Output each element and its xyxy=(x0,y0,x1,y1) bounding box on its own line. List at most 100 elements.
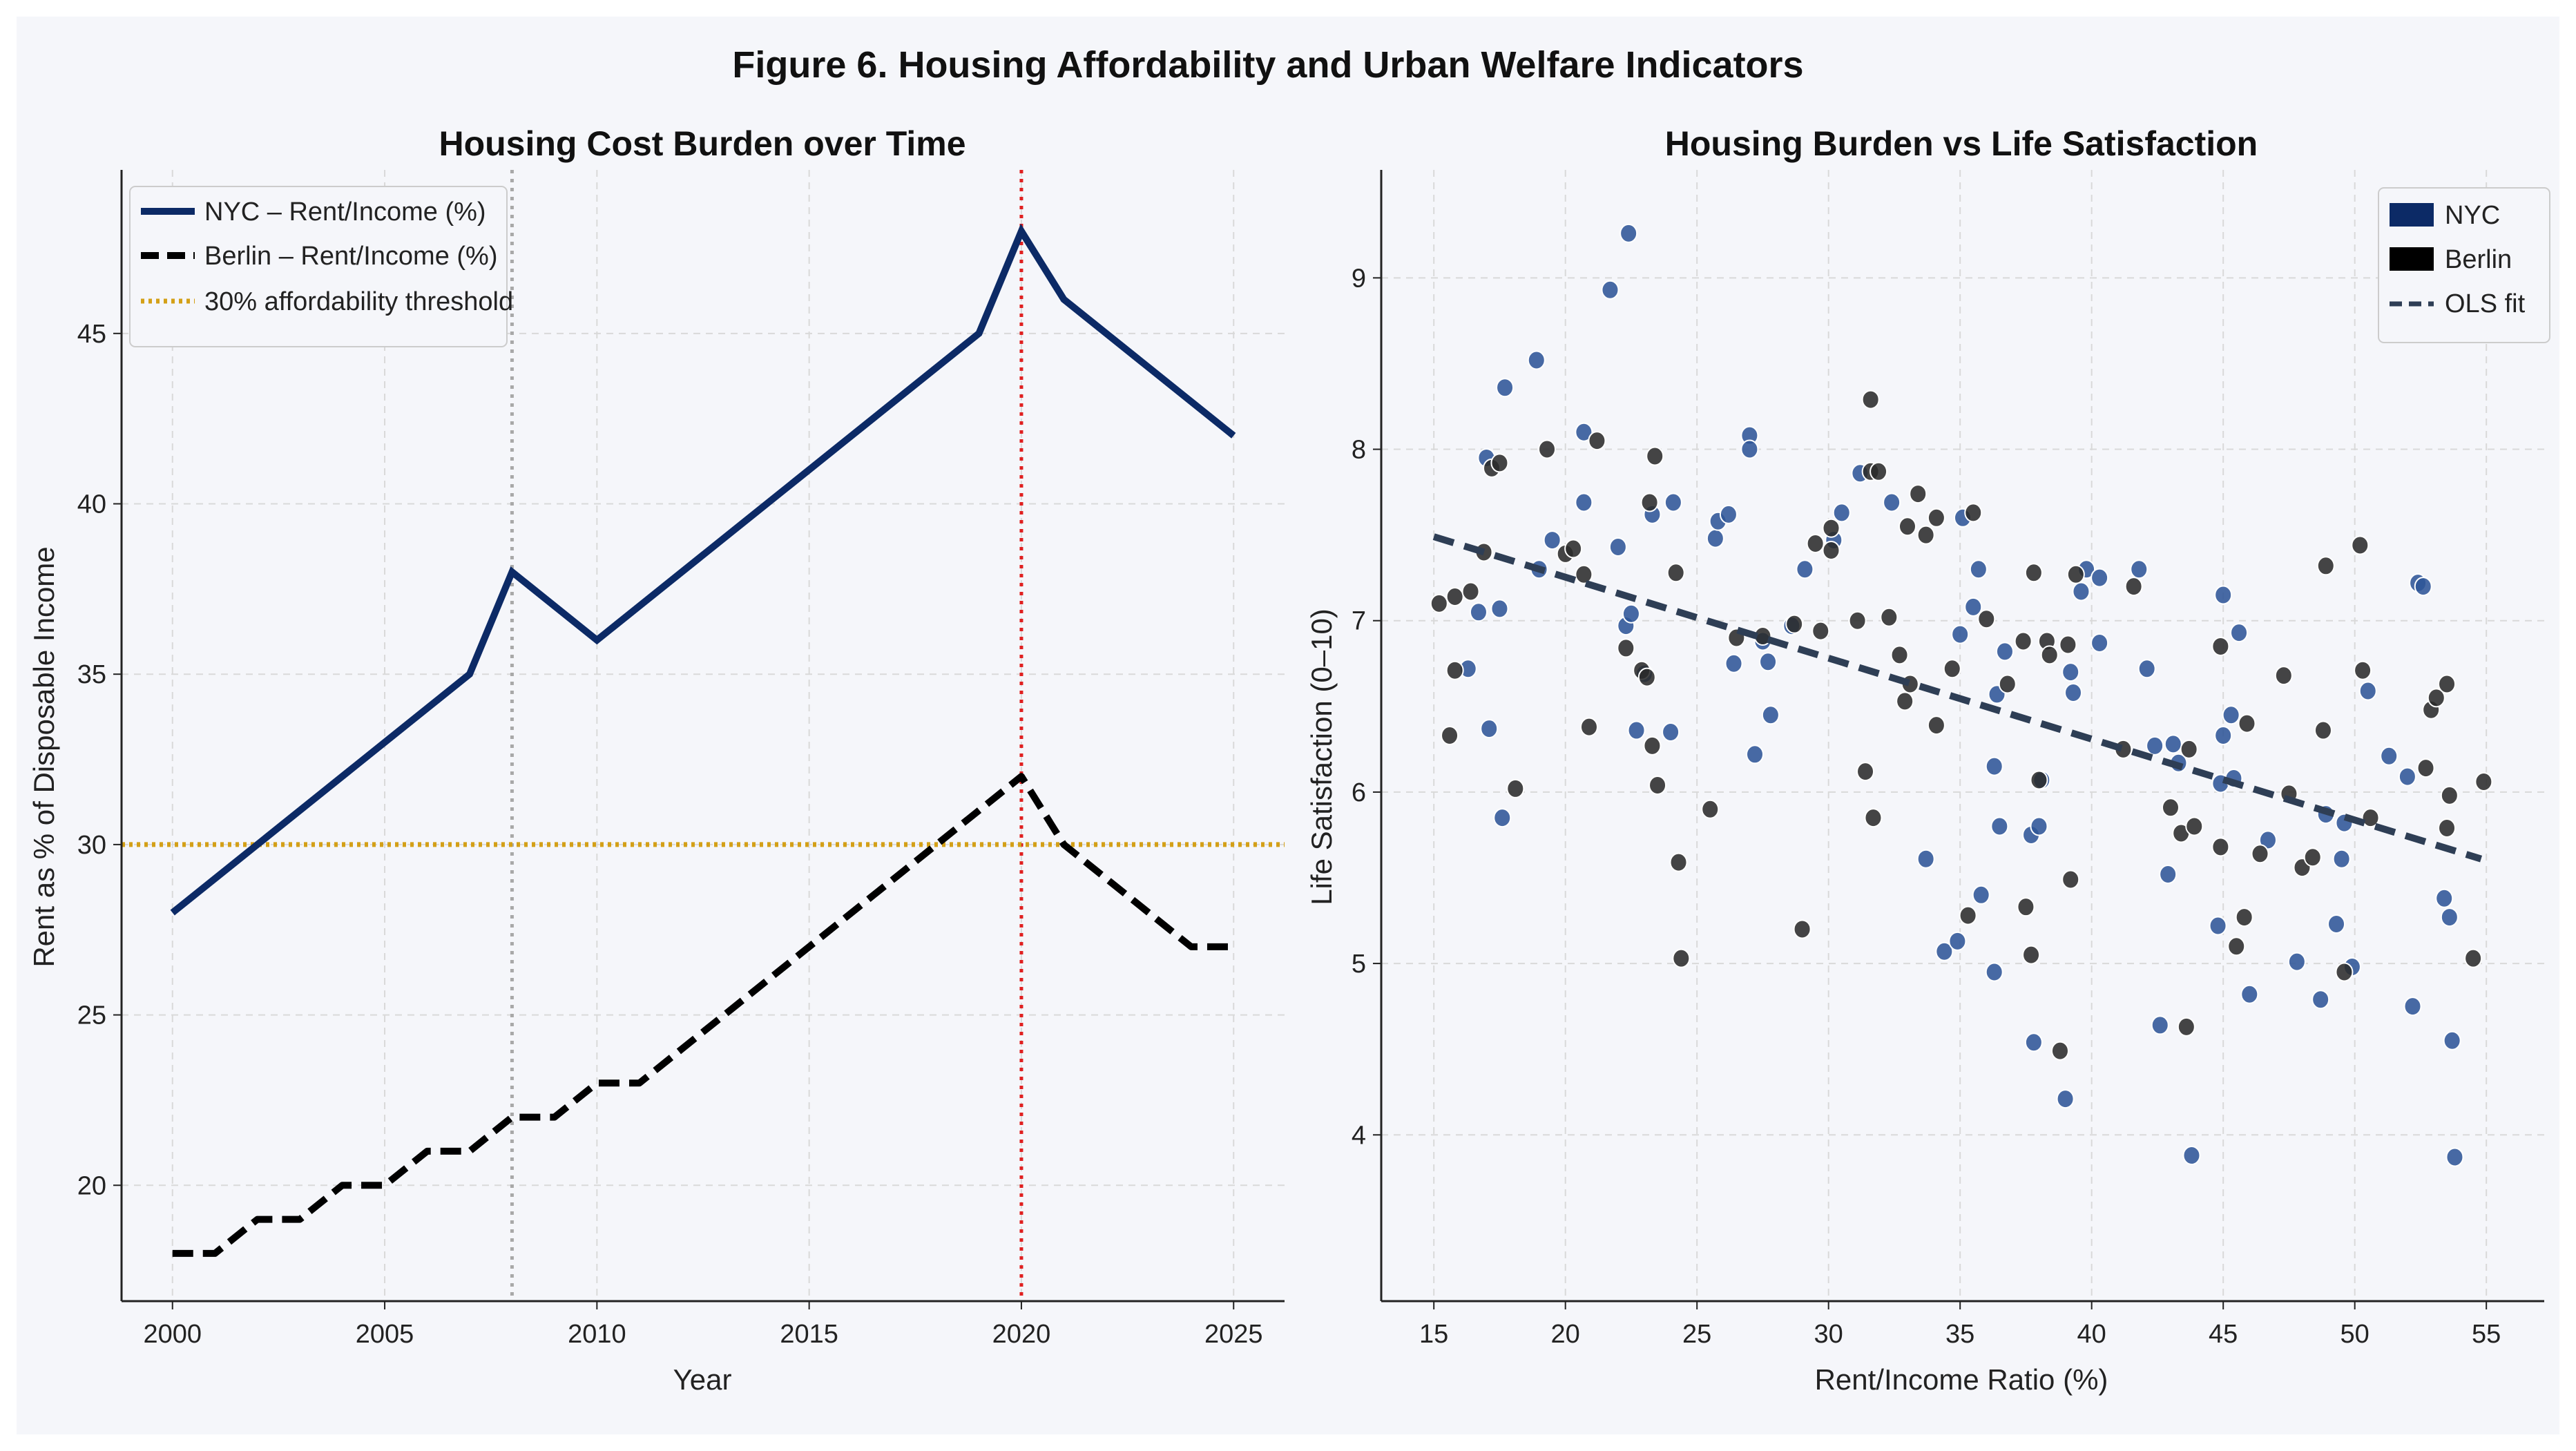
berlin-point xyxy=(2440,785,2459,805)
x-tick-label: 2015 xyxy=(780,1320,838,1349)
berlin-point xyxy=(2238,713,2256,733)
right-chart-title: Housing Burden vs Life Satisfaction xyxy=(1665,124,2258,163)
left-chart: Housing Cost Burden over Time 2000 2005 20… xyxy=(28,124,1285,1396)
left-chart-ylabel: Rent as % of Disposable Income xyxy=(28,546,60,967)
y-tick-label: 9 xyxy=(1352,264,1366,293)
nyc-point xyxy=(1969,559,1988,579)
berlin-point xyxy=(1649,775,1667,795)
berlin-point xyxy=(2438,674,2457,694)
berlin-point xyxy=(2427,688,2445,708)
berlin-point xyxy=(1588,431,1606,451)
berlin-point xyxy=(1822,518,1840,538)
berlin-point xyxy=(2438,818,2457,838)
x-tick-label: 55 xyxy=(2472,1320,2501,1349)
berlin-point xyxy=(1896,691,1914,711)
nyc-point xyxy=(1575,492,1593,512)
y-tick-label: 30 xyxy=(77,831,106,860)
nyc-point xyxy=(1543,530,1561,550)
nyc-point xyxy=(1916,849,1935,869)
legend-berlin-label: Berlin xyxy=(2445,245,2512,274)
figure-frame: Figure 6. Housing Affordability and Urba… xyxy=(17,17,2559,1434)
y-tick-label: 7 xyxy=(1352,607,1366,636)
nyc-series-line xyxy=(170,223,1236,916)
berlin-point xyxy=(2024,563,2043,583)
y-tick-label: 20 xyxy=(77,1171,106,1200)
nyc-point xyxy=(2287,952,2306,972)
nyc-point xyxy=(1493,808,1512,828)
nyc-point xyxy=(1662,722,1680,742)
figure-canvas: Figure 6. Housing Affordability and Urba… xyxy=(28,44,2550,1396)
x-tick-label: 35 xyxy=(1945,1320,1974,1349)
berlin-point xyxy=(1943,659,1961,679)
y-tick-label: 6 xyxy=(1352,778,1366,807)
nyc-point xyxy=(2159,865,2178,885)
berlin-point xyxy=(2351,535,2370,555)
nyc-point xyxy=(2130,559,2149,579)
berlin-point xyxy=(1898,517,1916,537)
berlin-point xyxy=(2040,645,2059,665)
x-tick-label: 2025 xyxy=(1204,1320,1263,1349)
x-tick-label: 45 xyxy=(2209,1320,2238,1349)
berlin-point xyxy=(2017,897,2035,917)
nyc-point xyxy=(1496,378,1515,398)
berlin-point xyxy=(1666,563,1685,583)
berlin-point xyxy=(1669,852,1688,872)
nyc-point xyxy=(2358,681,2377,701)
nyc-point xyxy=(1935,941,1954,961)
berlin-point xyxy=(1822,540,1840,560)
nyc-point xyxy=(2311,990,2330,1010)
berlin-point xyxy=(2180,739,2198,759)
berlin-point xyxy=(2022,945,2041,965)
right-chart-axes xyxy=(1380,170,2544,1303)
y-tick-label: 5 xyxy=(1352,950,1366,979)
berlin-point xyxy=(1927,508,1945,528)
berlin-point xyxy=(1927,715,1945,736)
berlin-point xyxy=(1640,492,1659,512)
berlin-point xyxy=(2124,577,2143,597)
berlin-point xyxy=(2211,837,2230,857)
berlin-point xyxy=(1964,503,1983,523)
berlin-point xyxy=(1617,638,1635,658)
berlin-point xyxy=(1916,525,1935,545)
x-tick-label: 40 xyxy=(2077,1320,2106,1349)
berlin-point xyxy=(2274,666,2293,686)
berlin-point xyxy=(2014,631,2032,651)
nyc-point xyxy=(2137,659,2156,679)
berlin-point xyxy=(2416,758,2435,778)
nyc-point xyxy=(2414,577,2432,597)
y-tick-label: 4 xyxy=(1352,1121,1366,1150)
nyc-point xyxy=(2146,736,2164,756)
berlin-point xyxy=(2361,808,2380,828)
nyc-point xyxy=(2072,582,2090,602)
right-chart-ylabel: Life Satisfaction (0–10) xyxy=(1305,608,1338,905)
berlin-point xyxy=(1430,593,1448,613)
berlin-point xyxy=(1977,609,1996,629)
nyc-point xyxy=(1796,559,1814,579)
figure-title: Figure 6. Housing Affordability and Urba… xyxy=(732,44,1803,86)
nyc-point xyxy=(1985,962,2003,982)
nyc-point xyxy=(2440,907,2459,928)
nyc-point xyxy=(1608,537,1627,557)
nyc-point xyxy=(2443,1030,2461,1050)
berlin-point xyxy=(1575,564,1593,584)
ols-fit-line xyxy=(1432,533,2483,863)
berlin-point xyxy=(1880,607,1899,627)
nyc-point xyxy=(1490,599,1509,619)
berlin-point xyxy=(1793,919,1811,939)
berlin-point xyxy=(1856,762,1875,782)
nyc-point xyxy=(1575,422,1593,442)
berlin-point xyxy=(2030,770,2048,790)
nyc-point xyxy=(1985,756,2003,776)
berlin-point xyxy=(2061,869,2080,890)
berlin-point xyxy=(2059,635,2077,655)
nyc-point xyxy=(1832,503,1851,523)
berlin-point xyxy=(1864,808,1883,828)
berlin-point xyxy=(1538,439,1557,459)
nyc-point xyxy=(2209,916,2227,936)
berlin-point xyxy=(1909,484,1928,504)
berlin-point xyxy=(2211,636,2230,656)
berlin-point xyxy=(1869,461,1888,481)
berlin-point xyxy=(2335,962,2354,982)
y-tick-label: 40 xyxy=(77,490,106,519)
